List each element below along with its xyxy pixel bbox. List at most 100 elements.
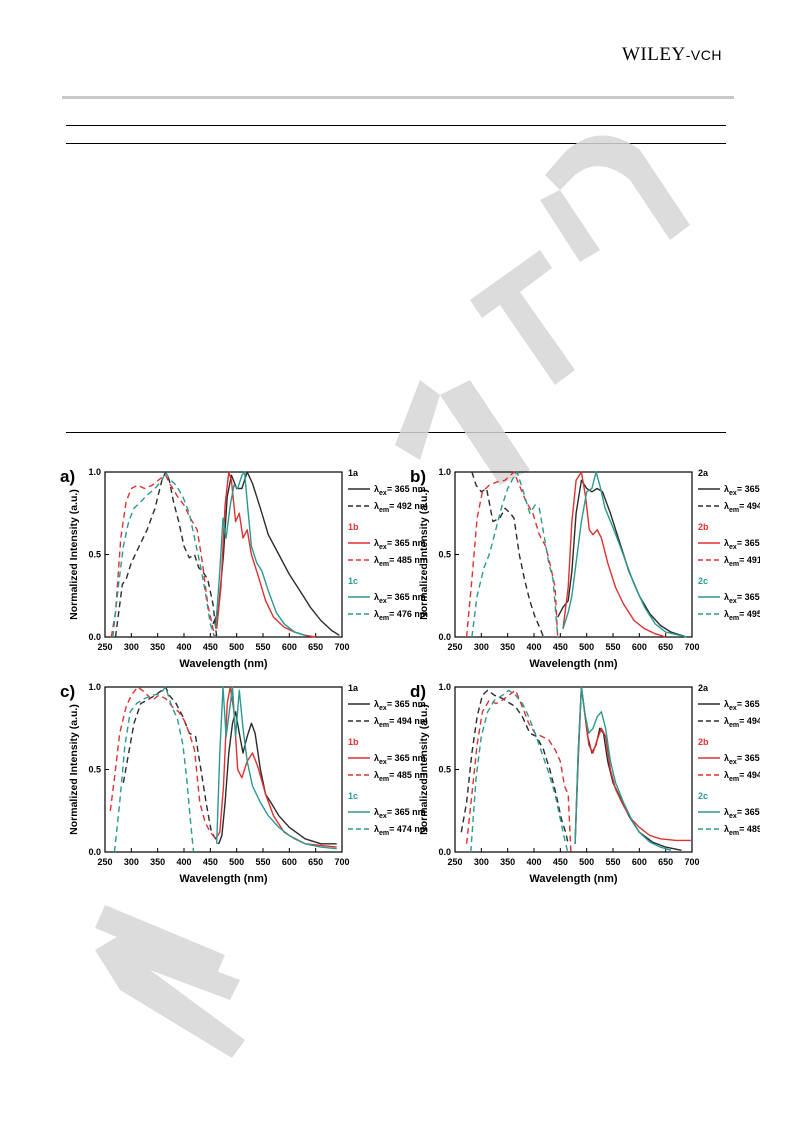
legend-em-label: λem= 485 nm [374, 555, 428, 568]
chart-panel-0: a) 250 300 350 400 450 500 550 600 650 700 0.0 0.5 1.… [60, 467, 428, 670]
y-tick-label: 0.5 [88, 550, 101, 560]
legend-em-label: λem= 491 nm [724, 555, 760, 568]
series-line [214, 471, 306, 636]
legend-em-label: λem= 494 nm [374, 716, 428, 729]
x-tick-label: 250 [97, 642, 112, 652]
legend-group-label: 2b [698, 522, 709, 532]
series-line [557, 479, 687, 638]
x-tick-label: 250 [97, 857, 112, 867]
legend-em-label: λem= 485 nm [374, 770, 428, 783]
table-bottom-rule [66, 432, 726, 433]
x-tick-label: 650 [308, 642, 323, 652]
x-tick-label: 350 [500, 857, 515, 867]
x-tick-label: 350 [150, 642, 165, 652]
y-tick-label: 0.5 [88, 765, 101, 775]
legend-ex-label: λex= 365 nm [374, 699, 426, 712]
legend-group-label: 1a [348, 468, 359, 478]
legend-group-label: 1b [348, 522, 359, 532]
series-line [218, 711, 337, 845]
x-tick-label: 400 [526, 857, 541, 867]
x-tick-label: 450 [553, 857, 568, 867]
y-tick-label: 0.0 [88, 847, 101, 857]
x-tick-label: 550 [605, 642, 620, 652]
y-axis-label: Normalized Intensity (a.u.) [68, 704, 80, 835]
series-line [465, 689, 572, 853]
y-tick-label: 0.5 [438, 765, 451, 775]
y-axis-label: Normalized Intensity (a.u.) [68, 489, 80, 620]
x-tick-label: 550 [605, 857, 620, 867]
legend-group-label: 2b [698, 737, 709, 747]
x-axis-label: Wavelength (nm) [179, 873, 268, 885]
legend-group-label: 2a [698, 468, 709, 478]
x-tick-label: 600 [632, 857, 647, 867]
x-tick-label: 400 [526, 642, 541, 652]
plot-frame [104, 686, 343, 853]
legend-group-label: 1b [348, 737, 359, 747]
x-tick-label: 650 [658, 857, 673, 867]
x-axis-label: Wavelength (nm) [529, 873, 618, 885]
x-tick-label: 500 [229, 857, 244, 867]
legend-ex-label: λex= 365 nm [374, 538, 426, 551]
series-line [562, 471, 687, 638]
x-tick-label: 650 [658, 642, 673, 652]
panel-label: d) [410, 682, 426, 701]
x-tick-label: 600 [282, 857, 297, 867]
spectra-figure: a) 250 300 350 400 450 500 550 600 650 700 0.0 0.5 1.… [60, 460, 760, 900]
chart-panel-1: b) 250 300 350 400 450 500 550 600 650 700 0.0 0.5 1.… [410, 467, 760, 670]
x-tick-label: 400 [176, 857, 191, 867]
x-tick-label: 500 [579, 642, 594, 652]
x-tick-label: 650 [308, 857, 323, 867]
legend-group-label: 1c [348, 791, 358, 801]
x-tick-label: 700 [684, 642, 699, 652]
legend-em-label: λem= 489 nm [724, 824, 760, 837]
legend-ex-label: λex= 365 nm [374, 484, 426, 497]
x-tick-label: 700 [334, 857, 349, 867]
series-line [465, 471, 559, 638]
table-header-rule [66, 143, 726, 144]
x-tick-label: 300 [474, 642, 489, 652]
y-tick-label: 1.0 [88, 467, 101, 477]
x-tick-label: 600 [282, 642, 297, 652]
legend-ex-label: λex= 365 nm [374, 753, 426, 766]
series-line [122, 686, 220, 845]
panel-label: c) [60, 682, 75, 701]
legend-ex-label: λex= 365 nm [724, 807, 760, 820]
x-tick-label: 300 [124, 642, 139, 652]
y-tick-label: 1.0 [438, 682, 451, 692]
series-line [471, 471, 545, 638]
legend-group-label: 2a [698, 683, 709, 693]
legend-em-label: λem= 495 nm [724, 609, 760, 622]
legend-em-label: λem= 474 nm [374, 824, 428, 837]
x-tick-label: 450 [203, 642, 218, 652]
table-top-rule [66, 125, 726, 126]
series-line [574, 686, 682, 851]
x-tick-label: 300 [124, 857, 139, 867]
series-line [212, 471, 340, 636]
series-line [574, 686, 672, 851]
series-line [562, 471, 666, 638]
chart-panel-2: c) 250 300 350 400 450 500 550 600 650 700 0.0 0.5 1.… [60, 682, 428, 885]
legend-ex-label: λex= 365 nm [374, 807, 426, 820]
x-tick-label: 700 [334, 642, 349, 652]
x-tick-label: 350 [500, 642, 515, 652]
series-line [470, 689, 569, 853]
legend-group-label: 2c [698, 576, 708, 586]
series-line [110, 474, 217, 638]
chart-panel-3: d) 250 300 350 400 450 500 550 600 650 700 0.0 0.5 1.… [410, 682, 760, 885]
legend-ex-label: λex= 365 nm [724, 538, 760, 551]
x-tick-label: 500 [229, 642, 244, 652]
legend-group-label: 1c [348, 576, 358, 586]
header-divider [62, 96, 734, 99]
publisher-suffix: -VCH [685, 47, 722, 63]
legend-em-label: λem= 494 nm [724, 716, 760, 729]
legend-group-label: 1a [348, 683, 359, 693]
y-tick-label: 0.0 [438, 632, 451, 642]
x-tick-label: 550 [255, 642, 270, 652]
x-axis-label: Wavelength (nm) [529, 658, 618, 670]
x-tick-label: 550 [255, 857, 270, 867]
legend-em-label: λem= 476 nm [374, 609, 428, 622]
series-line [216, 471, 316, 638]
y-tick-label: 1.0 [88, 682, 101, 692]
series-line [471, 471, 559, 638]
x-tick-label: 600 [632, 642, 647, 652]
